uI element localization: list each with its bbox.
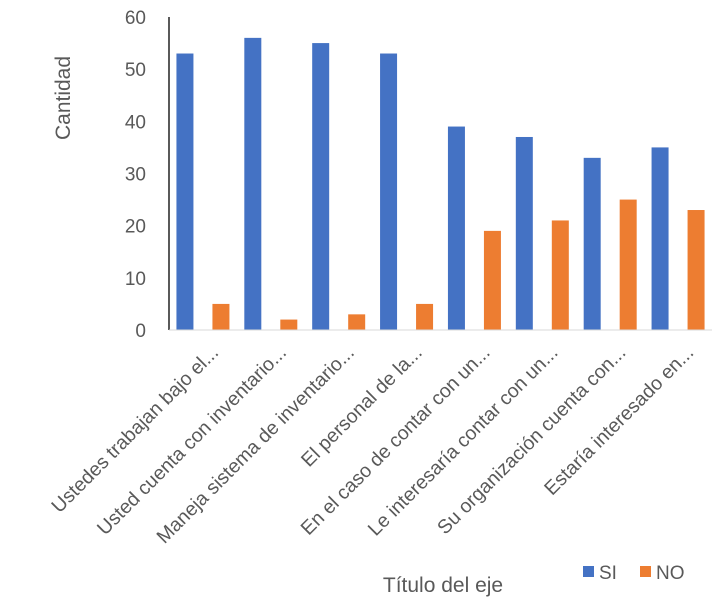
bar-no-4 — [483, 230, 501, 330]
x-axis: Ustedes trabajan bajo el...Usted cuenta … — [47, 329, 712, 548]
bar-si-5 — [515, 136, 533, 330]
x-tick-label: El personal de la... — [297, 342, 427, 472]
y-tick-label: 30 — [125, 165, 146, 186]
y-tick-label: 0 — [135, 321, 146, 342]
bar-si-2 — [312, 43, 330, 330]
bar-no-2 — [348, 314, 366, 330]
bar-no-3 — [416, 303, 434, 330]
y-axis: 0 10 20 30 40 50 60 — [125, 8, 170, 342]
bar-si-4 — [447, 126, 465, 330]
bars — [176, 37, 705, 331]
y-tick-label: 20 — [125, 217, 146, 238]
y-tick-label: 50 — [125, 60, 146, 81]
bar-si-3 — [380, 53, 398, 331]
y-tick-label: 40 — [125, 112, 146, 133]
bar-si-7 — [651, 147, 669, 330]
legend: SI NO — [583, 563, 685, 584]
legend-label-no: NO — [656, 563, 685, 584]
legend-swatch-si — [583, 566, 594, 577]
bar-si-0 — [176, 53, 194, 331]
y-tick-label: 60 — [125, 8, 146, 29]
bar-no-1 — [280, 319, 298, 330]
legend-label-si: SI — [599, 563, 617, 584]
bar-si-1 — [244, 37, 262, 330]
y-tick-label: 10 — [125, 269, 146, 290]
bar-no-6 — [619, 199, 637, 330]
legend-swatch-no — [640, 566, 651, 577]
bar-no-5 — [551, 220, 569, 330]
bar-no-7 — [687, 210, 705, 330]
bar-si-6 — [583, 157, 601, 330]
x-axis-title: Título del eje — [383, 574, 503, 597]
bar-no-0 — [212, 303, 230, 330]
y-axis-title: Cantidad — [52, 56, 75, 140]
